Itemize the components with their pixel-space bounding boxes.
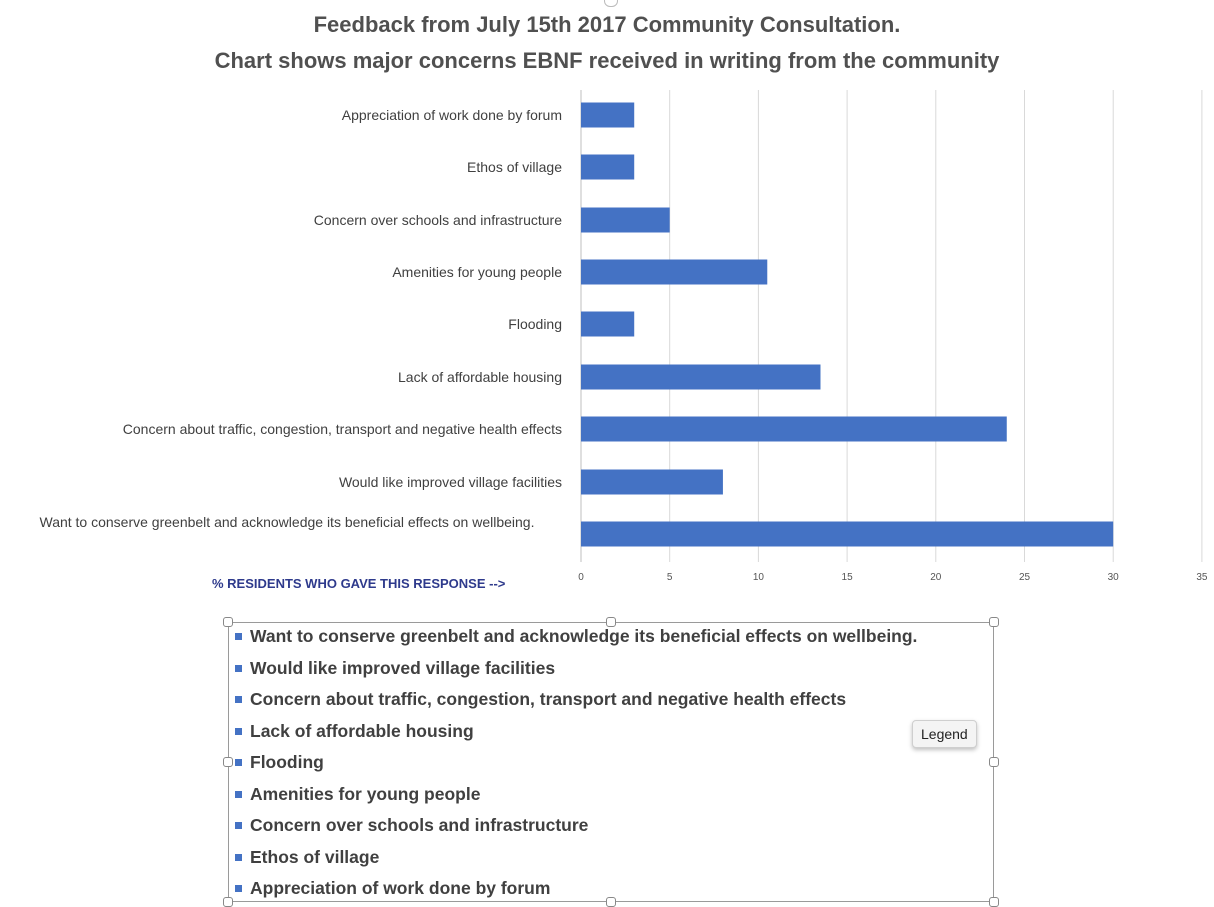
x-tick-5: 5 bbox=[666, 572, 673, 583]
bar-4[interactable] bbox=[581, 259, 768, 285]
bar-7[interactable] bbox=[581, 416, 1007, 442]
bar-8[interactable] bbox=[581, 469, 723, 495]
chart-title-line1: Feedback from July 15th 2017 Community C… bbox=[313, 12, 901, 37]
legend-item-9[interactable]: Appreciation of work done by forum bbox=[235, 878, 550, 899]
bar-1[interactable] bbox=[581, 102, 635, 128]
x-tick-10: 10 bbox=[752, 572, 764, 583]
legend-swatch bbox=[235, 664, 242, 672]
legend-resize-handle-top[interactable] bbox=[606, 617, 616, 627]
legend-swatch bbox=[235, 822, 242, 829]
legend-resize-handle-left[interactable] bbox=[223, 757, 233, 767]
legend-item-6[interactable]: Amenities for young people bbox=[235, 784, 480, 805]
legend-item-label: Would like improved village facilities bbox=[250, 657, 556, 678]
category-label-4: Amenities for young people bbox=[392, 264, 562, 280]
x-tick-30: 30 bbox=[1107, 572, 1119, 583]
legend-resize-handle-right[interactable] bbox=[989, 757, 999, 767]
legend-resize-handle-top-left[interactable] bbox=[223, 617, 233, 627]
legend-item-label: Concern over schools and infrastructure bbox=[250, 815, 589, 835]
category-label-2: Ethos of village bbox=[467, 159, 562, 175]
category-label-6: Lack of affordable housing bbox=[398, 369, 562, 385]
legend-swatch bbox=[235, 759, 242, 766]
legend-item-2[interactable]: Would like improved village facilities bbox=[235, 658, 555, 679]
legend-item-3[interactable]: Concern about traffic, congestion, trans… bbox=[235, 689, 846, 710]
legend-item-5[interactable]: Flooding bbox=[235, 752, 324, 773]
legend-item-label: Want to conserve greenbelt and acknowled… bbox=[250, 626, 918, 646]
legend-swatch bbox=[235, 853, 242, 861]
legend-tooltip: Legend bbox=[912, 720, 977, 748]
legend-resize-handle-bottom[interactable] bbox=[606, 897, 616, 907]
legend-resize-handle-top-right[interactable] bbox=[989, 617, 999, 627]
category-label-5: Flooding bbox=[508, 316, 562, 332]
bar-5[interactable] bbox=[581, 311, 635, 337]
bar-3[interactable] bbox=[581, 207, 670, 233]
bar-9[interactable] bbox=[581, 521, 1114, 547]
category-label-9: Want to conserve greenbelt and acknowled… bbox=[39, 514, 535, 530]
legend-swatch bbox=[235, 727, 242, 735]
bar-6[interactable] bbox=[581, 364, 821, 390]
category-label-1: Appreciation of work done by forum bbox=[341, 107, 562, 123]
legend-item-label: Amenities for young people bbox=[250, 783, 481, 804]
legend-item-7[interactable]: Concern over schools and infrastructure bbox=[235, 815, 588, 836]
legend-swatch bbox=[235, 696, 242, 703]
x-tick-15: 15 bbox=[841, 572, 853, 583]
x-axis-label: % RESIDENTS WHO GAVE THIS RESPONSE --> bbox=[212, 576, 506, 591]
x-tick-20: 20 bbox=[930, 572, 942, 583]
category-label-3: Concern over schools and infrastructure bbox=[313, 212, 562, 228]
bar-2[interactable] bbox=[581, 154, 635, 180]
legend-resize-handle-bottom-right[interactable] bbox=[989, 897, 999, 907]
legend-resize-handle-bottom-left[interactable] bbox=[223, 897, 233, 907]
legend-swatch bbox=[235, 885, 242, 892]
legend-item-label: Flooding bbox=[250, 752, 324, 772]
legend-item-label: Appreciation of work done by forum bbox=[250, 878, 551, 898]
x-tick-35: 35 bbox=[1196, 572, 1208, 583]
category-label-8: Would like improved village facilities bbox=[338, 474, 562, 490]
legend-item-1[interactable]: Want to conserve greenbelt and acknowled… bbox=[235, 626, 917, 647]
chart-title-line2: Chart shows major concerns EBNF received… bbox=[214, 48, 1000, 73]
legend-item-label: Ethos of village bbox=[250, 846, 380, 867]
legend-item-label: Concern about traffic, congestion, trans… bbox=[250, 689, 847, 709]
x-tick-0: 0 bbox=[578, 572, 584, 583]
legend-item-label: Lack of affordable housing bbox=[250, 720, 474, 741]
category-label-7: Concern about traffic, congestion, trans… bbox=[122, 421, 562, 437]
legend-swatch bbox=[235, 633, 242, 640]
legend-swatch bbox=[235, 790, 242, 798]
legend-item-4[interactable]: Lack of affordable housing bbox=[235, 721, 474, 742]
legend-item-8[interactable]: Ethos of village bbox=[235, 847, 379, 868]
x-tick-25: 25 bbox=[1018, 572, 1031, 583]
chart-legend[interactable]: Want to conserve greenbelt and acknowled… bbox=[223, 617, 999, 907]
